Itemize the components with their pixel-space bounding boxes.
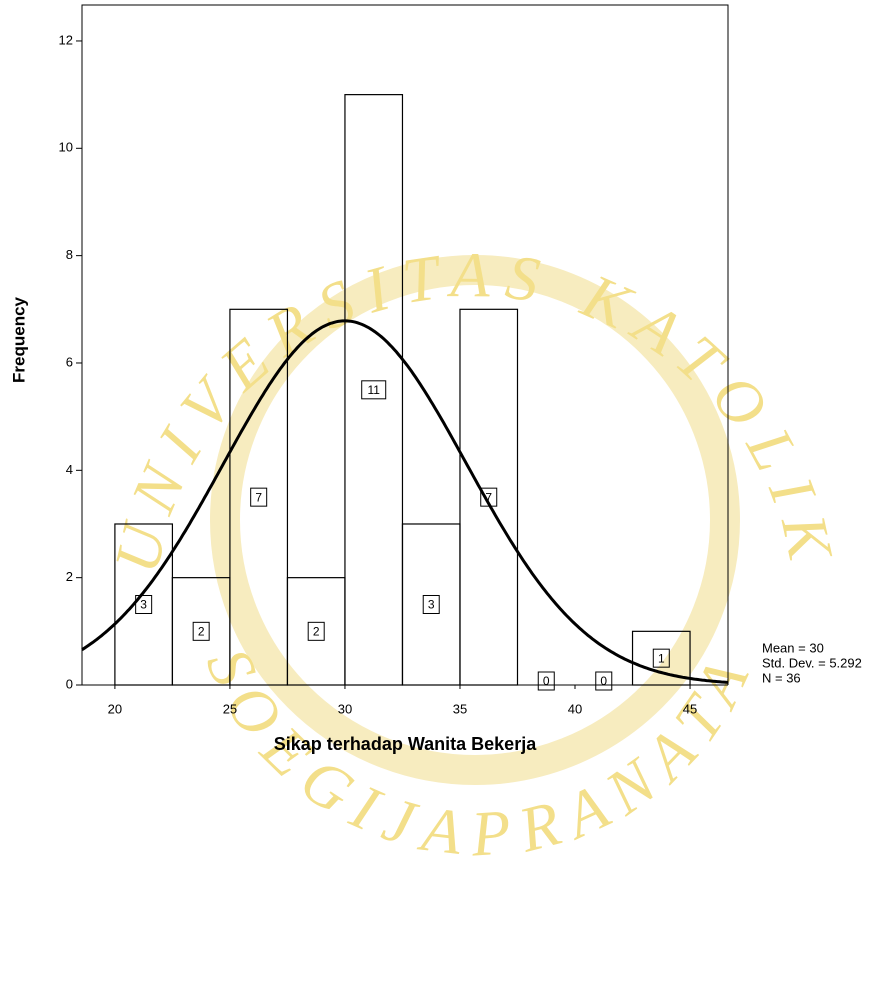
x-tick-label: 45 [683, 701, 697, 716]
x-tick-label: 20 [108, 701, 122, 716]
stat-label: Mean = 30 [762, 640, 824, 655]
y-tick-label: 10 [59, 140, 73, 155]
chart: UNIVERSITAS KATOLIK SOEGIJAPRANATA Frequ… [0, 0, 896, 998]
value-label: 0 [543, 674, 550, 688]
y-tick-label: 6 [66, 354, 73, 369]
y-axis-title: Frequency [9, 296, 28, 383]
y-tick-label: 4 [66, 462, 73, 477]
watermark: UNIVERSITAS KATOLIK SOEGIJAPRANATA [101, 239, 850, 869]
x-tick-label: 30 [338, 701, 352, 716]
y-tick-label: 0 [66, 676, 73, 691]
y-tick-label: 12 [59, 32, 73, 47]
x-axis-title: Sikap terhadap Wanita Bekerja [274, 734, 537, 754]
value-label: 2 [313, 625, 320, 639]
value-label: 0 [600, 674, 607, 688]
x-tick-label: 40 [568, 701, 582, 716]
x-tick-label: 25 [223, 701, 237, 716]
x-tick-label: 35 [453, 701, 467, 716]
y-tick-label: 8 [66, 247, 73, 262]
y-tick-label: 2 [66, 569, 73, 584]
stat-label: Std. Dev. = 5.292 [762, 655, 862, 670]
value-label: 2 [198, 625, 205, 639]
value-label: 3 [140, 598, 147, 612]
value-label: 1 [658, 651, 665, 665]
value-label: 7 [485, 490, 492, 504]
value-label: 3 [428, 598, 435, 612]
value-label: 11 [367, 383, 380, 397]
value-label: 7 [255, 490, 262, 504]
stat-label: N = 36 [762, 670, 801, 685]
